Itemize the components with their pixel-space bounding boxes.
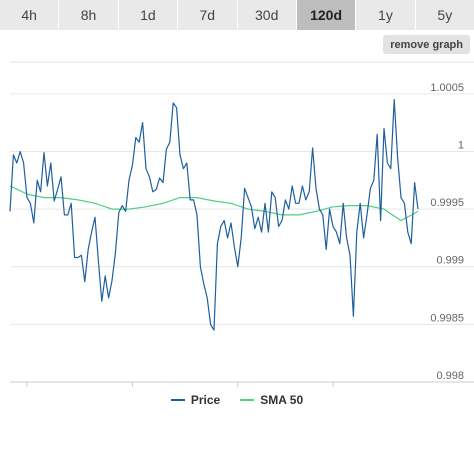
y-tick-label: 0.998 <box>436 370 464 382</box>
tab-1y[interactable]: 1y <box>356 0 416 30</box>
chart-legend: Price SMA 50 <box>0 393 474 407</box>
legend-label-price: Price <box>190 393 221 407</box>
sma-line-swatch <box>240 399 255 401</box>
y-tick-label: 1.0005 <box>430 82 464 94</box>
price-line-swatch <box>170 399 185 401</box>
legend-item-sma[interactable]: SMA 50 <box>240 393 303 407</box>
tab-120d[interactable]: 120d <box>296 0 357 30</box>
timeframe-tabs: 4h 8h 1d 7d 30d 120d 1y 5y <box>0 0 474 30</box>
tab-8h[interactable]: 8h <box>59 0 119 30</box>
y-tick-label: 0.9995 <box>430 197 464 209</box>
tab-4h[interactable]: 4h <box>0 0 60 30</box>
tab-30d[interactable]: 30d <box>237 0 297 30</box>
remove-graph-button[interactable]: remove graph <box>383 35 470 54</box>
y-tick-label: 0.9985 <box>430 312 464 324</box>
tab-5y[interactable]: 5y <box>415 0 474 30</box>
price-line <box>9 98 419 331</box>
sma-line <box>9 185 419 222</box>
legend-label-sma: SMA 50 <box>260 393 304 407</box>
tab-1d[interactable]: 1d <box>118 0 179 30</box>
legend-item-price[interactable]: Price <box>170 393 221 407</box>
y-tick-label: 0.999 <box>436 255 464 267</box>
y-tick-label: 1 <box>458 139 464 151</box>
tab-7d[interactable]: 7d <box>178 0 238 30</box>
